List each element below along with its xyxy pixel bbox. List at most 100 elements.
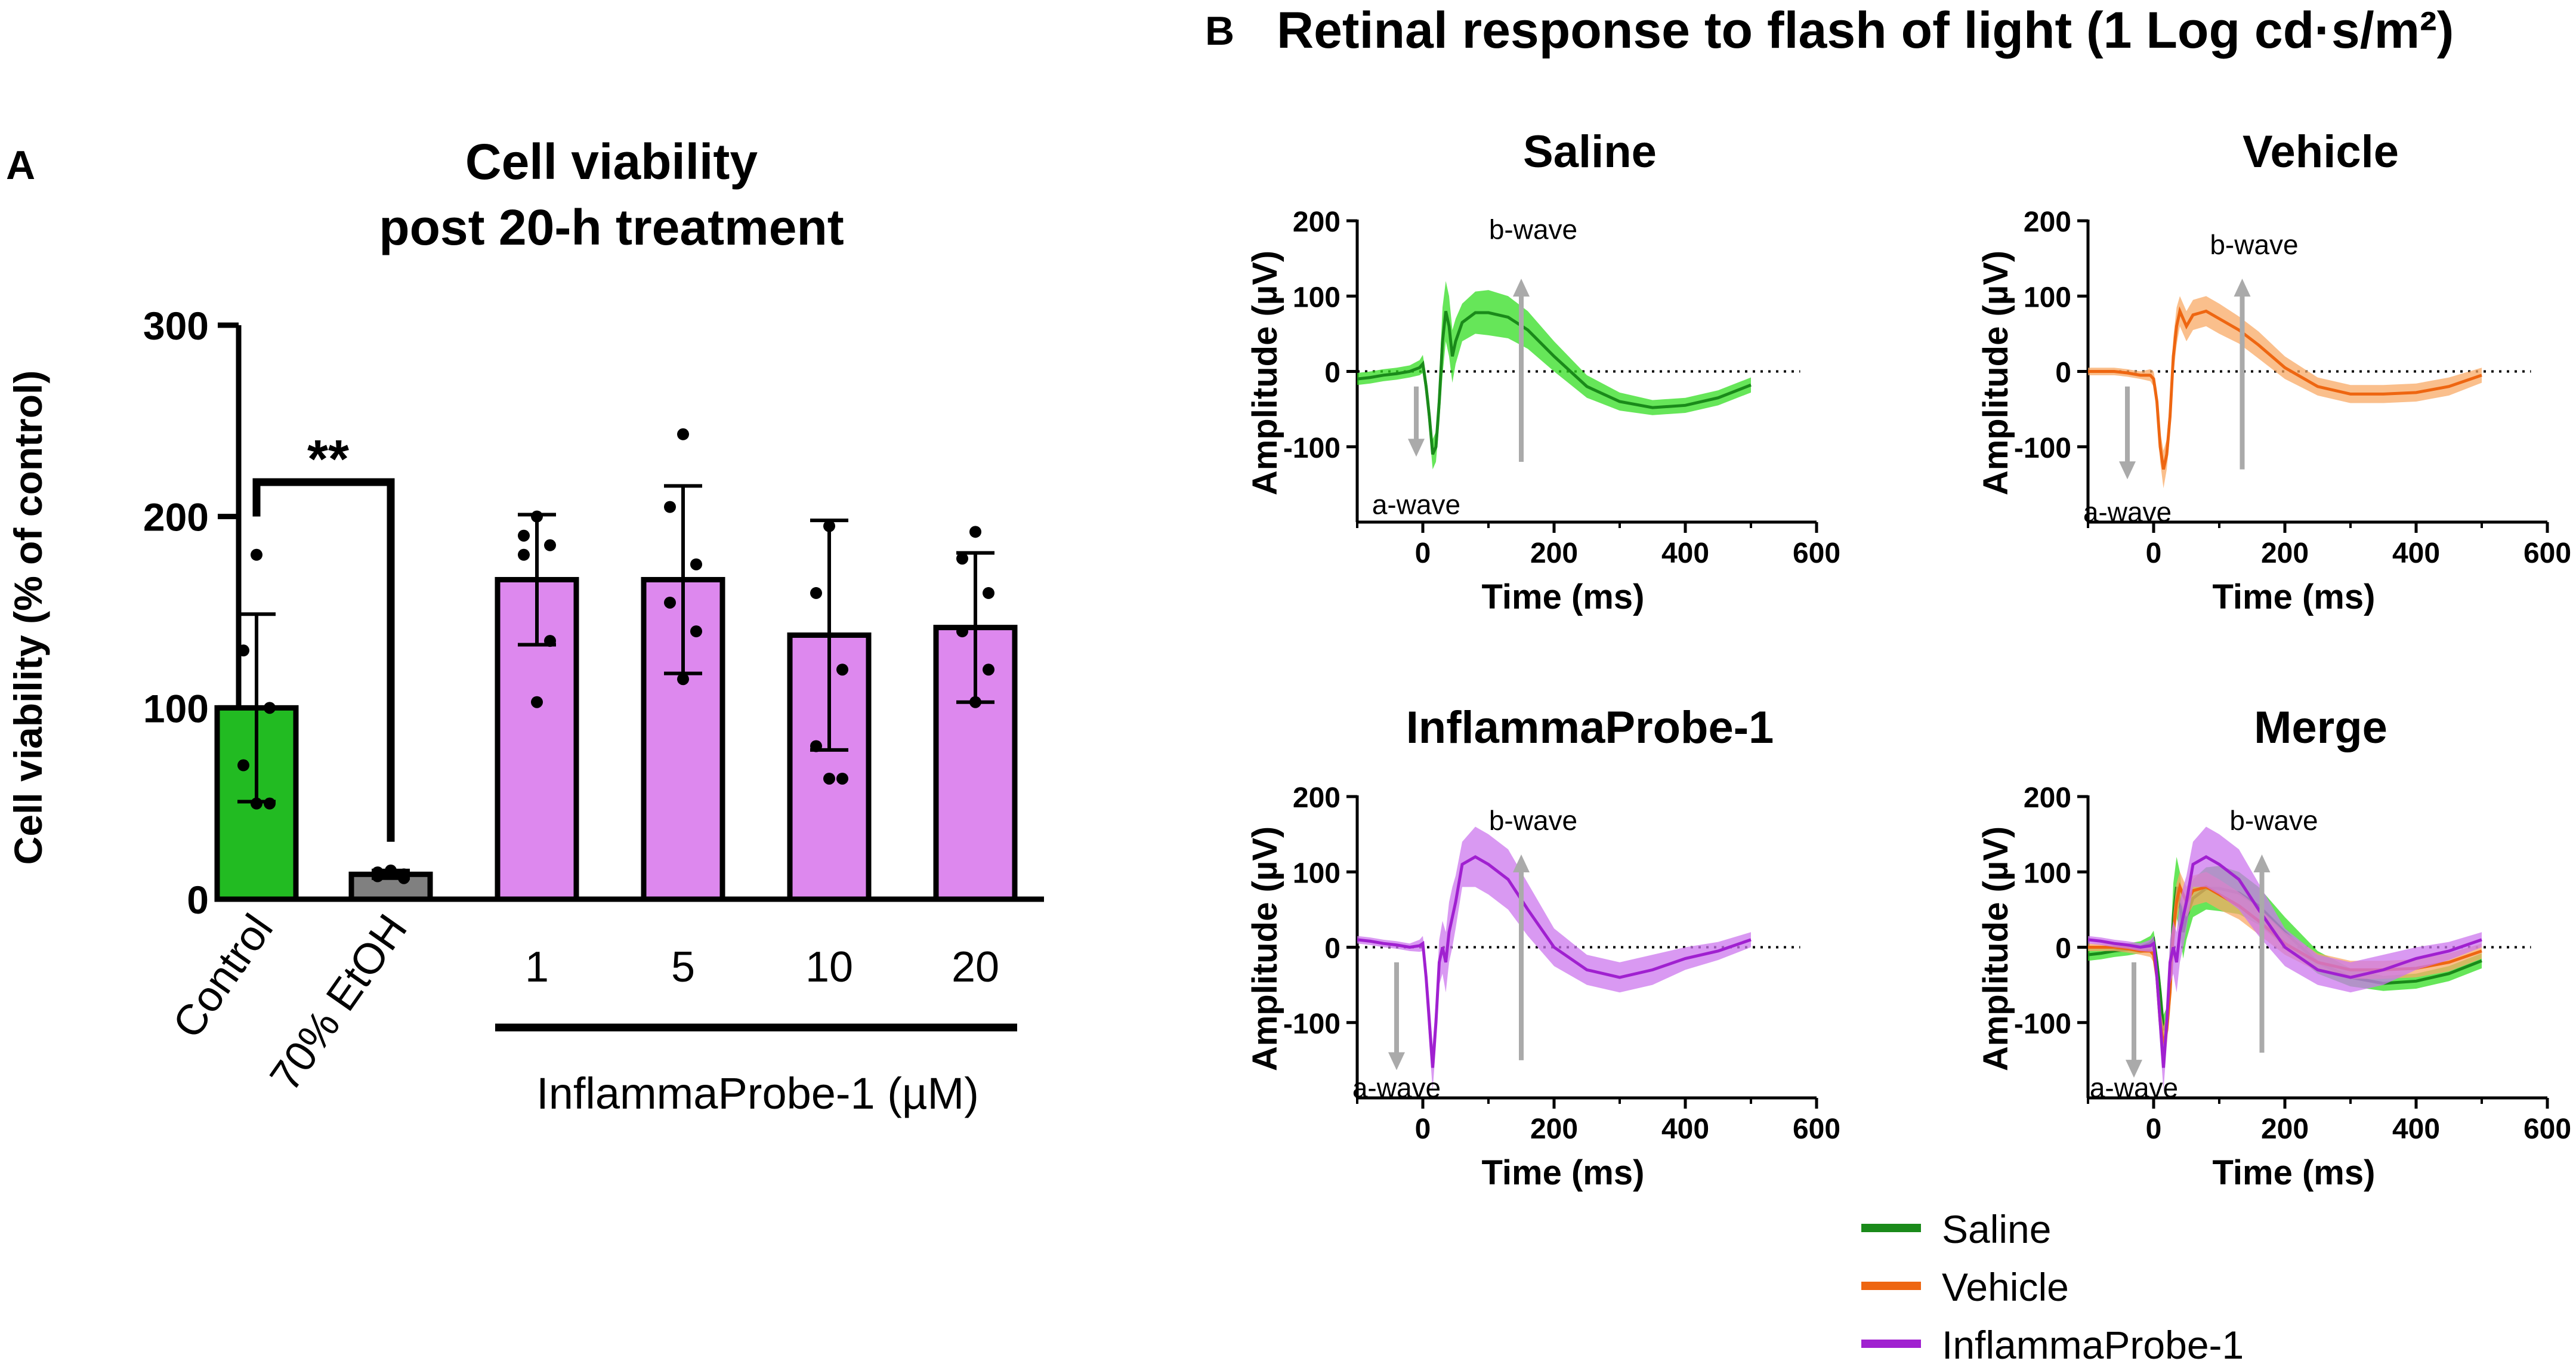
bar-y-tick-label: 200 [143, 495, 209, 539]
data-point [264, 702, 276, 714]
bar-category-label: 1 [525, 943, 549, 991]
b-wave-arrowhead [2253, 854, 2271, 872]
line-y-tick-label: -100 [1283, 433, 1340, 464]
data-point [836, 664, 848, 676]
a-wave-label: a-wave [1372, 489, 1460, 520]
b-wave-label: b-wave [1489, 214, 1577, 245]
line-xlabel: Time (ms) [2213, 1153, 2376, 1192]
data-point [677, 673, 689, 686]
data-point [956, 553, 968, 565]
legend-label-probe: InflammaProbe-1 [1942, 1323, 2244, 1367]
series-line [2088, 306, 2482, 470]
panel-title-vehicle: Vehicle [2243, 126, 2399, 177]
data-point [983, 587, 994, 599]
line-x-tick-label: 600 [2524, 1113, 2571, 1145]
line-y-tick-label: 200 [1293, 206, 1340, 238]
bar-category-label: 10 [805, 943, 853, 991]
line-x-tick-label: 400 [1661, 538, 1709, 569]
a-wave-arrowhead [1408, 439, 1425, 457]
b-wave-label: b-wave [1489, 805, 1577, 836]
data-point [385, 866, 397, 879]
series-line [1357, 310, 1752, 455]
series-line [1357, 855, 1752, 1068]
a-wave-arrowhead [1388, 1052, 1405, 1070]
line-panels: 200 100 0 -100 0 200 400 600 Time (ms) Amplitude … [1246, 206, 2571, 1192]
data-point [823, 772, 835, 785]
data-point [251, 548, 262, 561]
line-ylabel: Amplitude (µV) [1246, 826, 1284, 1071]
data-point [372, 870, 384, 882]
data-point [664, 501, 676, 513]
b-wave-label: b-wave [2229, 805, 2318, 836]
bar-y-tick-label: 0 [187, 878, 209, 922]
bar-chart-ylabel: Cell viability (% of control) [6, 371, 50, 865]
line-ylabel: Amplitude (µV) [1976, 826, 2015, 1071]
line-ylabel: Amplitude (µV) [1976, 251, 2015, 495]
line-x-tick-label: 0 [2146, 538, 2162, 569]
line-y-tick-label: -100 [2014, 1008, 2071, 1040]
bar-chart-group-label: InflammaProbe-1 (µM) [536, 1069, 979, 1118]
line-x-tick-label: 400 [2392, 1113, 2440, 1145]
line-y-tick-label: -100 [1283, 1008, 1340, 1040]
a-wave-arrowhead [2126, 1060, 2142, 1078]
line-x-tick-label: 200 [1530, 1113, 1578, 1145]
data-point [983, 664, 994, 676]
a-wave-label: a-wave [2090, 1072, 2178, 1103]
line-x-tick-label: 0 [2146, 1113, 2162, 1145]
data-point [677, 428, 689, 440]
bar-category-label: 5 [671, 943, 695, 991]
data-point [823, 520, 835, 532]
line-xlabel: Time (ms) [1482, 1153, 1645, 1192]
line-y-tick-label: 100 [1293, 857, 1340, 889]
line-xlabel: Time (ms) [1482, 578, 1645, 616]
line-xlabel: Time (ms) [2213, 578, 2376, 616]
line-x-tick-label: 0 [1415, 1113, 1431, 1145]
series-error-band [2088, 826, 2482, 1091]
data-point [518, 529, 530, 542]
data-point [836, 772, 848, 785]
line-x-tick-label: 600 [1793, 538, 1840, 569]
data-point [237, 644, 249, 657]
data-point [531, 696, 543, 708]
legend-label-saline: Saline [1942, 1207, 2051, 1251]
line-x-tick-label: 200 [2261, 1113, 2309, 1145]
series-error-band [1357, 281, 1751, 470]
b-wave-arrowhead [2234, 279, 2251, 297]
line-ylabel: Amplitude (µV) [1246, 251, 1284, 495]
data-point [531, 510, 543, 523]
line-y-tick-label: 200 [2024, 206, 2071, 238]
data-point [518, 548, 530, 561]
line-x-tick-label: 600 [1793, 1113, 1840, 1145]
series-line [2087, 855, 2482, 1068]
data-point [544, 635, 556, 647]
b-wave-label: b-wave [2210, 229, 2298, 260]
line-x-tick-label: 200 [2261, 538, 2309, 569]
b-wave-arrowhead [1513, 854, 1530, 872]
panel-title-saline: Saline [1523, 126, 1657, 177]
line-x-tick-label: 400 [1661, 1113, 1709, 1145]
data-point [969, 526, 981, 538]
panel-title-probe: InflammaProbe-1 [1406, 702, 1774, 753]
bar-y-tick-label: 100 [143, 686, 209, 730]
data-point [810, 587, 822, 599]
bar-category-label: 20 [952, 943, 999, 991]
significance-bracket [252, 478, 395, 842]
bar-chart-title-line2: post 20-h treatment [379, 199, 844, 255]
line-x-tick-label: 400 [2392, 538, 2440, 569]
line-y-tick-label: 100 [2024, 857, 2071, 889]
legend: Saline Vehicle InflammaProbe-1 [1861, 1207, 2244, 1367]
data-point [690, 625, 702, 638]
data-point [544, 539, 556, 551]
line-y-tick-label: 200 [1293, 782, 1340, 814]
line-y-tick-label: -100 [2014, 433, 2071, 464]
bar-category-label: Control [163, 906, 282, 1047]
data-point [810, 740, 822, 752]
line-y-tick-label: 0 [2055, 933, 2071, 965]
a-wave-label: a-wave [1352, 1072, 1441, 1103]
b-wave-arrowhead [1513, 279, 1530, 297]
figure-title-b: Retinal response to flash of light (1 Lo… [1277, 2, 2454, 59]
data-point [251, 797, 262, 810]
line-y-tick-label: 100 [1293, 282, 1340, 313]
data-point [956, 625, 968, 638]
